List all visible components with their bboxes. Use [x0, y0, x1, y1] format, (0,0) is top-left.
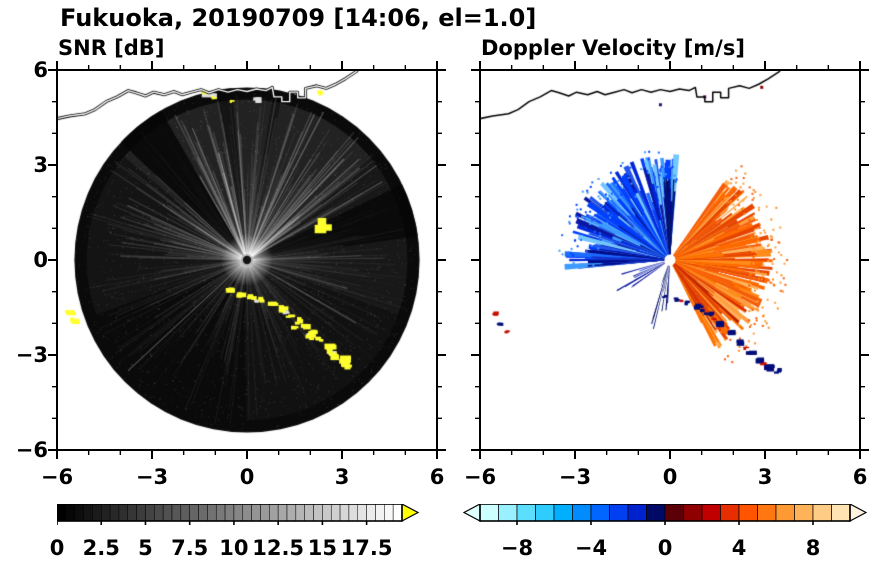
y-tick-label: −6	[15, 438, 48, 462]
x-tick-label: 6	[852, 465, 868, 489]
colorbar-tick-label: 0	[49, 536, 65, 560]
colorbar-tick-label: 7.5	[171, 536, 209, 560]
velocity-axes-frame	[471, 61, 869, 459]
colorbar-tick-label: 15	[307, 536, 337, 560]
snr-axes-frame	[48, 61, 446, 459]
x-tick-label: 0	[239, 465, 255, 489]
y-tick-label: −3	[15, 343, 48, 367]
figure-title: Fukuoka, 20190709 [14:06, el=1.0]	[60, 4, 537, 32]
colorbar-tick-label: 8	[805, 536, 821, 560]
colorbar-tick-label: −8	[500, 536, 534, 560]
velocity-ppi-image	[480, 70, 860, 450]
velocity-colorbar	[463, 504, 867, 525]
snr-ppi-image	[57, 70, 437, 450]
velocity-panel	[471, 61, 869, 459]
snr-panel	[48, 61, 446, 459]
x-tick-label: −6	[40, 465, 74, 489]
x-tick-label: 3	[757, 465, 773, 489]
y-tick-label: 6	[33, 58, 48, 82]
x-tick-label: −3	[135, 465, 169, 489]
colorbar-tick-label: 4	[731, 536, 747, 560]
velocity-panel-title: Doppler Velocity [m/s]	[481, 36, 745, 60]
colorbar-tick-label: 12.5	[252, 536, 305, 560]
x-tick-label: −6	[463, 465, 497, 489]
colorbar-tick-label: 0	[657, 536, 673, 560]
colorbar-tick-label: 10	[219, 536, 249, 560]
x-tick-label: 6	[429, 465, 445, 489]
snr-panel-title: SNR [dB]	[58, 36, 165, 60]
snr-colorbar	[57, 504, 420, 525]
y-tick-label: 3	[33, 153, 48, 177]
colorbar-tick-label: 5	[138, 536, 153, 560]
y-tick-label: 0	[33, 248, 48, 272]
colorbar-tick-label: −4	[574, 536, 608, 560]
x-tick-label: −3	[558, 465, 592, 489]
colorbar-tick-label: 17.5	[340, 536, 393, 560]
x-tick-label: 0	[662, 465, 678, 489]
colorbar-tick-label: 2.5	[82, 536, 120, 560]
x-tick-label: 3	[334, 465, 350, 489]
